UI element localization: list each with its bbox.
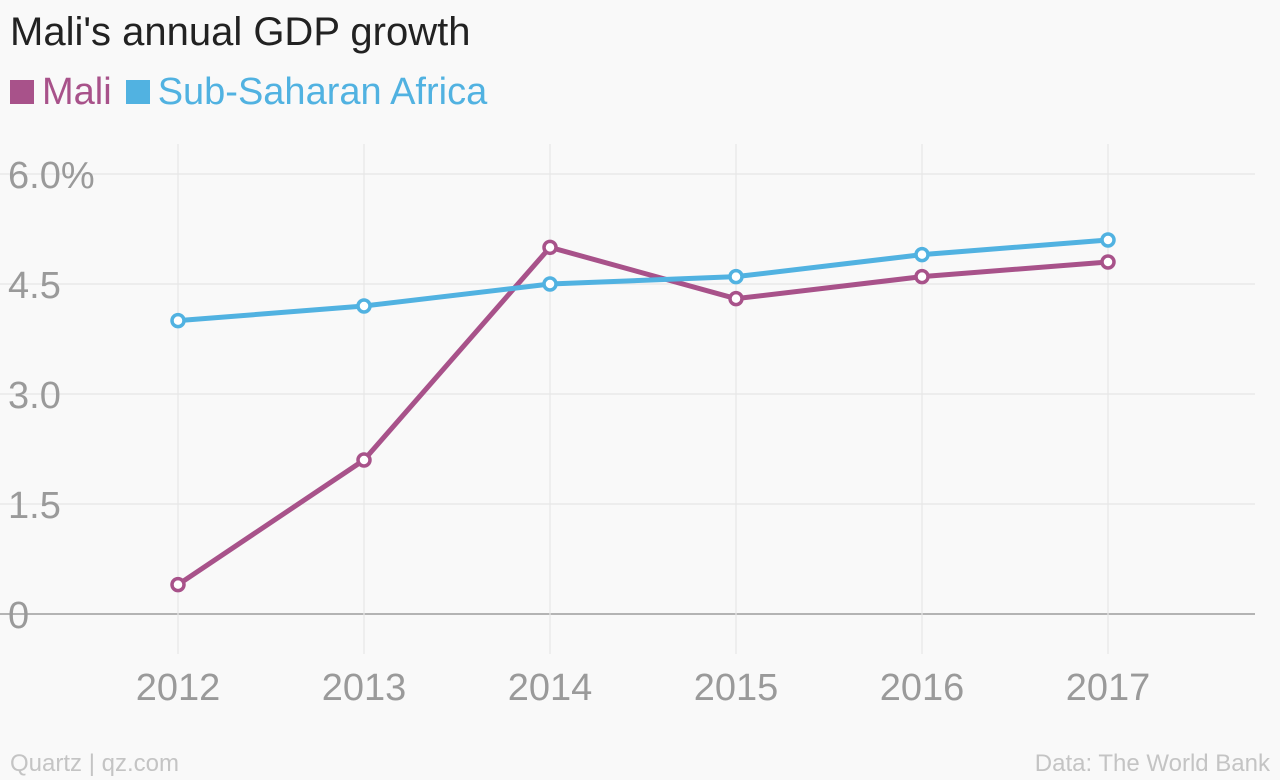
series-mali <box>170 239 1116 593</box>
y-tick-label: 1.5 <box>8 485 61 527</box>
legend-item: Sub-Saharan Africa <box>125 68 488 116</box>
data-point <box>914 246 930 263</box>
data-point <box>1100 254 1116 270</box>
data-point <box>914 268 930 285</box>
line-chart: 0 1.5 3.0 4.5 6.0% 2012 2013 2014 2015 2016 2017 <box>0 144 1255 709</box>
legend-swatch <box>10 80 34 104</box>
x-axis-ticks: 2012 2013 2014 2015 2016 2017 <box>136 667 1151 709</box>
x-tick-label: 2016 <box>880 667 965 709</box>
source-credit: Quartz | qz.com <box>10 750 179 777</box>
data-point <box>728 290 744 307</box>
data-source: Data: The World Bank <box>1034 750 1270 777</box>
legend-label: Sub-Saharan Africa <box>157 71 488 113</box>
data-point <box>542 239 558 256</box>
data-point <box>170 312 186 329</box>
series-sub-saharan-africa <box>170 232 1116 329</box>
series-line <box>175 244 1111 588</box>
legend-label: Mali <box>42 71 112 113</box>
data-point <box>542 276 558 292</box>
data-point <box>356 452 372 468</box>
data-point <box>356 298 372 314</box>
data-point <box>728 268 744 285</box>
x-tick-label: 2013 <box>322 667 407 709</box>
legend-swatch <box>125 80 150 104</box>
gridlines <box>0 144 1255 654</box>
y-tick-label: 0 <box>8 595 29 637</box>
x-tick-label: 2015 <box>694 667 779 709</box>
x-tick-label: 2012 <box>136 667 221 709</box>
y-axis-ticks: 0 1.5 3.0 4.5 6.0% <box>8 155 95 637</box>
series-layer <box>170 232 1116 593</box>
data-point <box>1100 232 1116 248</box>
y-tick-label: 6.0% <box>8 155 95 197</box>
x-tick-label: 2014 <box>508 667 593 709</box>
legend-item: Mali <box>10 68 112 116</box>
chart-legend: Mali Sub-Saharan Africa <box>10 68 501 116</box>
data-point <box>170 576 186 593</box>
chart-title: Mali's annual GDP growth <box>10 10 471 54</box>
y-tick-label: 3.0 <box>8 375 61 417</box>
x-tick-label: 2017 <box>1066 667 1151 709</box>
y-tick-label: 4.5 <box>8 265 61 307</box>
series-line <box>175 237 1111 324</box>
